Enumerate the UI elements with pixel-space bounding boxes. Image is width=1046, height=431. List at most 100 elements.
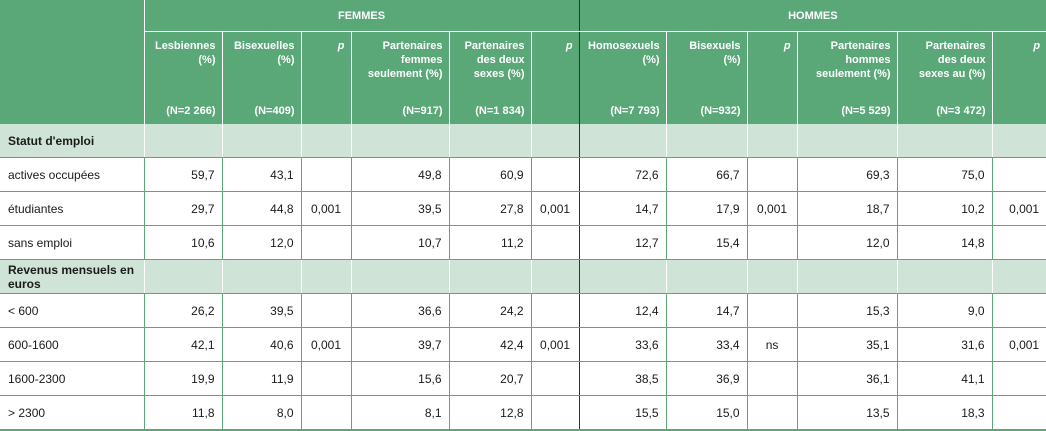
- column-header-line: Homosexuels: [588, 40, 660, 52]
- table-cell: 59,7: [143, 157, 222, 192]
- table-cell: 43,1: [221, 157, 301, 192]
- column-header-line: hommes: [845, 54, 891, 66]
- column-header: Partenaires des deux sexes (%) (N=1 834): [448, 31, 531, 124]
- column-header-line: (%): [277, 54, 295, 66]
- column-header-n: (N=3 472): [936, 105, 986, 117]
- table-row: actives occupées 59,7 43,1 49,8 60,9 72,6 66,7…: [0, 157, 1046, 192]
- section-filler-cell: [448, 124, 531, 158]
- section-filler-cell: [300, 259, 351, 294]
- column-header-line: des deux: [476, 54, 525, 66]
- column-header: p: [991, 31, 1046, 124]
- table-cell: 40,6: [221, 327, 301, 362]
- table-cell: 15,4: [665, 225, 748, 260]
- column-header-line: p: [565, 40, 573, 52]
- table-cell: 15,5: [578, 395, 667, 431]
- table-cell: 12,0: [221, 225, 301, 260]
- column-header: Partenaires hommes seulement (%) (N=5 529): [796, 31, 898, 124]
- column-header: p: [530, 31, 580, 124]
- table-cell: 27,8: [448, 191, 531, 226]
- column-header: Bisexuelles (%) (N=409): [221, 31, 301, 124]
- table-cell: 14,7: [665, 293, 748, 328]
- row-label: 1600-2300: [0, 361, 144, 396]
- table-cell: 49,8: [350, 157, 449, 192]
- table-cell: 10,7: [350, 225, 449, 260]
- table-cell: 33,4: [665, 327, 748, 362]
- section-title: Statut d'emploi: [0, 124, 144, 158]
- table-cell: 26,2: [143, 293, 222, 328]
- table-cell: 24,2: [448, 293, 531, 328]
- table-row: > 2300 11,8 8,0 8,1 12,8 15,5 15,0 13,5 18,3: [0, 395, 1046, 431]
- section-row: Revenus mensuels en euros: [0, 259, 1046, 294]
- section-filler-cell: [221, 124, 301, 158]
- table-cell: 0,001: [991, 191, 1046, 226]
- table-cell: 8,0: [221, 395, 301, 431]
- column-header-line: Partenaires: [464, 40, 525, 52]
- table-cell: 38,5: [578, 361, 667, 396]
- table-cell: [746, 361, 798, 396]
- section-filler-cell: [991, 124, 1046, 158]
- group-hommes: HOMMES: [578, 0, 1046, 32]
- section-filler-cell: [448, 259, 531, 294]
- table-cell: 0,001: [746, 191, 798, 226]
- table-cell: 19,9: [143, 361, 222, 396]
- table-cell: 12,7: [578, 225, 667, 260]
- table-cell: [746, 157, 798, 192]
- row-label: sans emploi: [0, 225, 144, 260]
- section-filler-cell: [746, 259, 798, 294]
- section-filler-cell: [143, 124, 222, 158]
- table-cell: [991, 395, 1046, 431]
- section-filler-cell: [221, 259, 301, 294]
- section-filler-cell: [746, 124, 798, 158]
- section-filler-cell: [665, 124, 748, 158]
- column-header-line: sexes (%): [473, 68, 525, 80]
- column-header-n: (N=7 793): [610, 105, 660, 117]
- table-body: Statut d'emploi actives occupées 59,7 43,1 4…: [0, 124, 1046, 431]
- table-cell: 39,5: [350, 191, 449, 226]
- table-cell: 42,1: [143, 327, 222, 362]
- column-header-n: (N=5 529): [841, 105, 891, 117]
- row-label: > 2300: [0, 395, 144, 431]
- column-header: Partenaires femmes seulement (%) (N=917): [350, 31, 449, 124]
- column-header-line: (%): [642, 54, 660, 66]
- table-cell: [746, 225, 798, 260]
- section-filler-cell: [665, 259, 748, 294]
- column-header-line: seulement (%): [815, 68, 891, 80]
- column-header-line: des deux: [937, 54, 986, 66]
- table-row: sans emploi 10,6 12,0 10,7 11,2 12,7 15,4 12,0 1…: [0, 225, 1046, 260]
- table-cell: ns: [746, 327, 798, 362]
- table-cell: 75,0: [896, 157, 993, 192]
- section-filler-cell: [896, 124, 993, 158]
- row-label: 600-1600: [0, 327, 144, 362]
- table-cell: 11,8: [143, 395, 222, 431]
- table-cell: 15,0: [665, 395, 748, 431]
- table-cell: [300, 395, 351, 431]
- table-row: 600-1600 42,1 40,6 0,001 39,7 42,4 0,001 33,6 33…: [0, 327, 1046, 362]
- table-cell: 29,7: [143, 191, 222, 226]
- group-femmes: FEMMES: [144, 0, 580, 32]
- table-cell: 10,2: [896, 191, 993, 226]
- section-filler-cell: [350, 124, 449, 158]
- table-cell: 14,7: [578, 191, 667, 226]
- section-filler-cell: [300, 124, 351, 158]
- table-cell: 41,1: [896, 361, 993, 396]
- table-row: étudiantes 29,7 44,8 0,001 39,5 27,8 0,001 14,7…: [0, 191, 1046, 226]
- column-header-n: (N=409): [254, 105, 295, 117]
- table-cell: 36,6: [350, 293, 449, 328]
- table-cell: 0,001: [530, 191, 580, 226]
- table-cell: 0,001: [300, 191, 351, 226]
- table-cell: 13,5: [796, 395, 898, 431]
- table-cell: 39,7: [350, 327, 449, 362]
- section-filler-cell: [530, 124, 580, 158]
- row-label: < 600: [0, 293, 144, 328]
- column-header-line: Bisexuels: [689, 40, 741, 52]
- row-label: étudiantes: [0, 191, 144, 226]
- table-cell: [530, 395, 580, 431]
- column-header-n: (N=917): [402, 105, 443, 117]
- table-cell: 0,001: [991, 327, 1046, 362]
- group-header-row: FEMMES HOMMES: [0, 0, 1046, 124]
- table-cell: [300, 361, 351, 396]
- table-cell: 31,6: [896, 327, 993, 362]
- column-header: p: [746, 31, 798, 124]
- corner-cell: [0, 0, 145, 124]
- column-header: Partenaires des deux sexes au (%) (N=3 472): [896, 31, 993, 124]
